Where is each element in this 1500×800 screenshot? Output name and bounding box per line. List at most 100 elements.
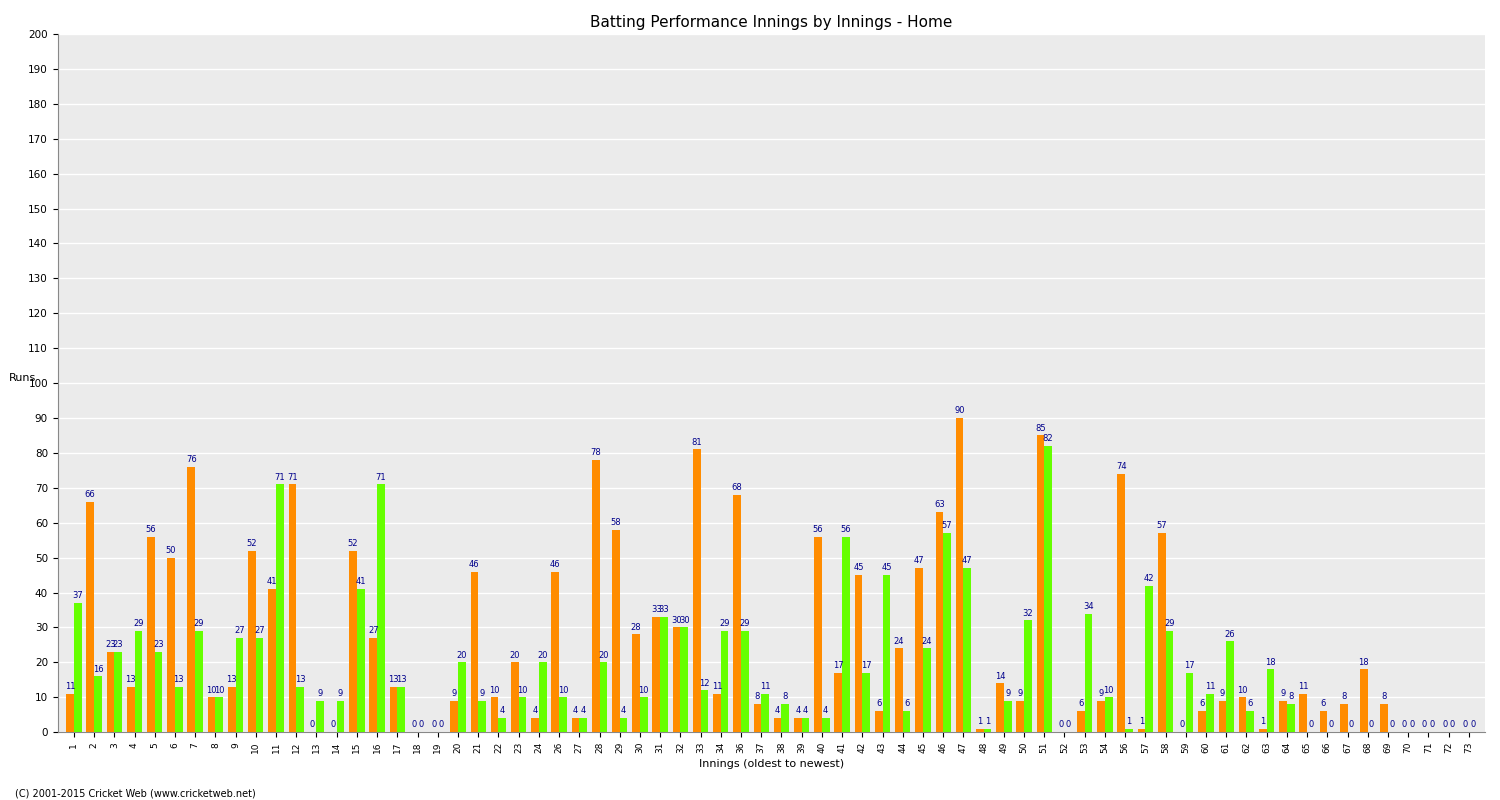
Text: 9: 9 — [1017, 689, 1023, 698]
Text: 20: 20 — [537, 650, 548, 660]
Bar — [753, 704, 760, 732]
Text: 0: 0 — [1065, 721, 1071, 730]
Text: 8: 8 — [783, 693, 788, 702]
Text: 0: 0 — [1389, 721, 1395, 730]
Text: 11: 11 — [1298, 682, 1308, 691]
Text: 78: 78 — [591, 448, 602, 457]
Bar — [734, 495, 741, 732]
Text: 29: 29 — [740, 619, 750, 628]
Bar — [782, 704, 789, 732]
Bar — [633, 634, 640, 732]
Bar — [1360, 670, 1368, 732]
Text: 4: 4 — [776, 706, 780, 715]
Text: 0: 0 — [432, 721, 436, 730]
Text: 0: 0 — [1470, 721, 1476, 730]
Text: 20: 20 — [510, 650, 520, 660]
Text: 9: 9 — [318, 689, 322, 698]
Text: 13: 13 — [174, 675, 184, 684]
Text: 0: 0 — [1348, 721, 1354, 730]
Text: 0: 0 — [1329, 721, 1334, 730]
Text: 34: 34 — [1083, 602, 1094, 610]
Text: 81: 81 — [692, 438, 702, 446]
Text: 0: 0 — [1179, 721, 1185, 730]
Text: 0: 0 — [1430, 721, 1436, 730]
Text: 6: 6 — [1248, 699, 1252, 709]
Bar — [612, 530, 620, 732]
Text: 0: 0 — [1058, 721, 1064, 730]
Text: (C) 2001-2015 Cricket Web (www.cricketweb.net): (C) 2001-2015 Cricket Web (www.cricketwe… — [15, 788, 255, 798]
Bar — [471, 572, 478, 732]
Text: 4: 4 — [573, 706, 578, 715]
Bar — [700, 690, 708, 732]
Text: 57: 57 — [942, 522, 952, 530]
Text: 0: 0 — [1410, 721, 1414, 730]
Bar — [228, 687, 236, 732]
Bar — [1380, 704, 1388, 732]
Y-axis label: Runs: Runs — [9, 373, 36, 383]
Bar — [114, 652, 122, 732]
Bar — [592, 460, 600, 732]
Text: 27: 27 — [234, 626, 244, 635]
Text: 23: 23 — [153, 640, 164, 649]
Text: 4: 4 — [824, 706, 828, 715]
Bar — [722, 631, 729, 732]
Bar — [1299, 694, 1306, 732]
Bar — [693, 450, 700, 732]
Text: 63: 63 — [934, 501, 945, 510]
Text: 56: 56 — [146, 525, 156, 534]
Bar — [712, 694, 722, 732]
Bar — [519, 698, 526, 732]
Bar — [512, 662, 519, 732]
Bar — [268, 589, 276, 732]
Bar — [357, 589, 364, 732]
Text: 58: 58 — [610, 518, 621, 527]
Bar — [458, 662, 465, 732]
Text: 29: 29 — [1164, 619, 1174, 628]
Bar — [1106, 698, 1113, 732]
Bar — [1036, 435, 1044, 732]
Text: 52: 52 — [348, 539, 358, 548]
Text: 66: 66 — [86, 490, 96, 499]
Text: 10: 10 — [1238, 686, 1248, 694]
Text: 33: 33 — [658, 606, 669, 614]
Text: 9: 9 — [1005, 689, 1011, 698]
Bar — [128, 687, 135, 732]
Text: 29: 29 — [134, 619, 144, 628]
Bar — [195, 631, 202, 732]
Bar — [862, 673, 870, 732]
Bar — [1340, 704, 1347, 732]
Bar — [66, 694, 74, 732]
Text: 4: 4 — [795, 706, 801, 715]
Text: 13: 13 — [126, 675, 136, 684]
Bar — [842, 537, 850, 732]
Bar — [398, 687, 405, 732]
Bar — [822, 718, 830, 732]
Text: 11: 11 — [711, 682, 722, 691]
Bar — [147, 537, 154, 732]
Text: 4: 4 — [802, 706, 808, 715]
Bar — [1017, 701, 1025, 732]
Bar — [390, 687, 398, 732]
Text: 1: 1 — [1260, 717, 1266, 726]
Text: 18: 18 — [1359, 658, 1370, 666]
Text: 47: 47 — [914, 556, 924, 566]
Text: 13: 13 — [226, 675, 237, 684]
Bar — [216, 698, 223, 732]
Text: 9: 9 — [480, 689, 484, 698]
Bar — [963, 568, 970, 732]
Text: 45: 45 — [880, 563, 891, 572]
Text: 18: 18 — [1264, 658, 1276, 666]
Bar — [760, 694, 770, 732]
Bar — [681, 627, 688, 732]
Text: 0: 0 — [330, 721, 336, 730]
Bar — [288, 484, 296, 732]
Text: 8: 8 — [1382, 693, 1388, 702]
Text: 71: 71 — [274, 473, 285, 482]
Text: 10: 10 — [214, 686, 225, 694]
Text: 71: 71 — [286, 473, 297, 482]
Bar — [538, 662, 546, 732]
Bar — [1084, 614, 1092, 732]
Bar — [794, 718, 801, 732]
Bar — [560, 698, 567, 732]
Bar — [640, 698, 648, 732]
